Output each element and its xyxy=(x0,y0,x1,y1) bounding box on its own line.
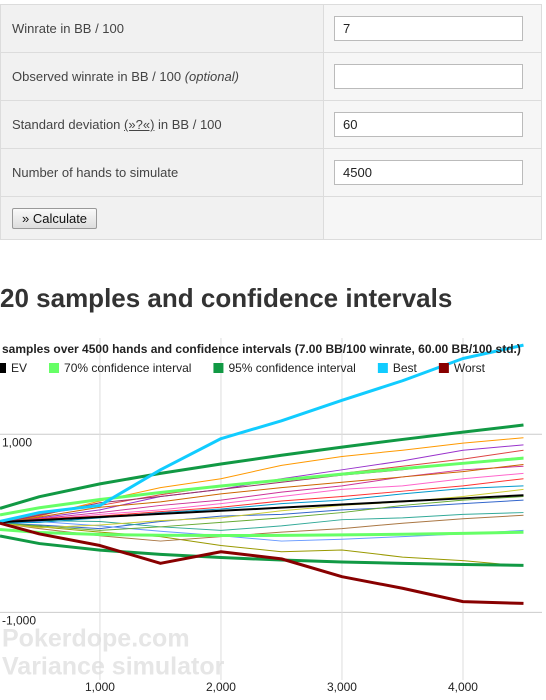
legend-swatch xyxy=(377,363,388,373)
series-line xyxy=(0,423,524,510)
series-line xyxy=(0,521,524,605)
legend-label: EV xyxy=(11,361,27,375)
series-line xyxy=(0,527,524,538)
plot xyxy=(0,343,524,605)
watermark: Variance simulator xyxy=(2,653,225,681)
x-tick-label: 2,000 xyxy=(206,680,236,694)
series-line xyxy=(0,534,524,567)
x-tick-label: 3,000 xyxy=(327,680,357,694)
series-line xyxy=(0,465,524,524)
series-line xyxy=(0,463,524,524)
legend-swatch xyxy=(213,363,224,373)
input[interactable] xyxy=(334,64,523,89)
chart-title: samples over 4500 hands and confidence i… xyxy=(2,342,521,356)
input[interactable]: 60 xyxy=(334,112,523,137)
y-tick-label: -1,000 xyxy=(2,613,36,627)
input[interactable]: 4500 xyxy=(334,160,523,185)
form-table: Winrate in BB / 100 7 Observed winrate i… xyxy=(0,4,542,240)
label: Observed winrate in BB / 100 xyxy=(12,69,182,84)
series-line xyxy=(0,512,524,531)
y-tick-label: 1,000 xyxy=(2,435,32,449)
series-line xyxy=(0,522,524,567)
series-line xyxy=(0,520,524,542)
legend-swatch xyxy=(49,363,60,373)
legend-label: 70% confidence interval xyxy=(64,361,191,375)
series-line xyxy=(0,343,524,523)
legend-swatch xyxy=(438,363,449,373)
series-line xyxy=(0,478,524,524)
input[interactable]: 7 xyxy=(334,16,523,41)
series-line xyxy=(0,494,524,524)
label: Winrate in BB / 100 xyxy=(12,21,124,36)
series-line xyxy=(0,485,524,524)
label: Standard deviation xyxy=(12,117,121,132)
label-note: (optional) xyxy=(184,69,239,84)
watermark: Pokerdope.com xyxy=(2,625,190,653)
help-link[interactable]: (»?«) xyxy=(124,117,155,132)
x-tick-label: 1,000 xyxy=(85,680,115,694)
label: Number of hands to simulate xyxy=(12,165,179,180)
heading: 20 samples and confidence intervals xyxy=(0,283,453,313)
legend-label: Worst xyxy=(454,361,486,375)
legend-label: Best xyxy=(393,361,418,375)
label: in BB / 100 xyxy=(158,117,222,132)
series-line xyxy=(0,496,524,531)
calculate-button[interactable]: » Calculate xyxy=(12,207,98,229)
legend-swatch xyxy=(0,363,6,373)
legend-label: 95% confidence interval xyxy=(228,361,355,375)
series-line xyxy=(0,456,524,517)
x-tick-label: 4,000 xyxy=(448,680,478,694)
